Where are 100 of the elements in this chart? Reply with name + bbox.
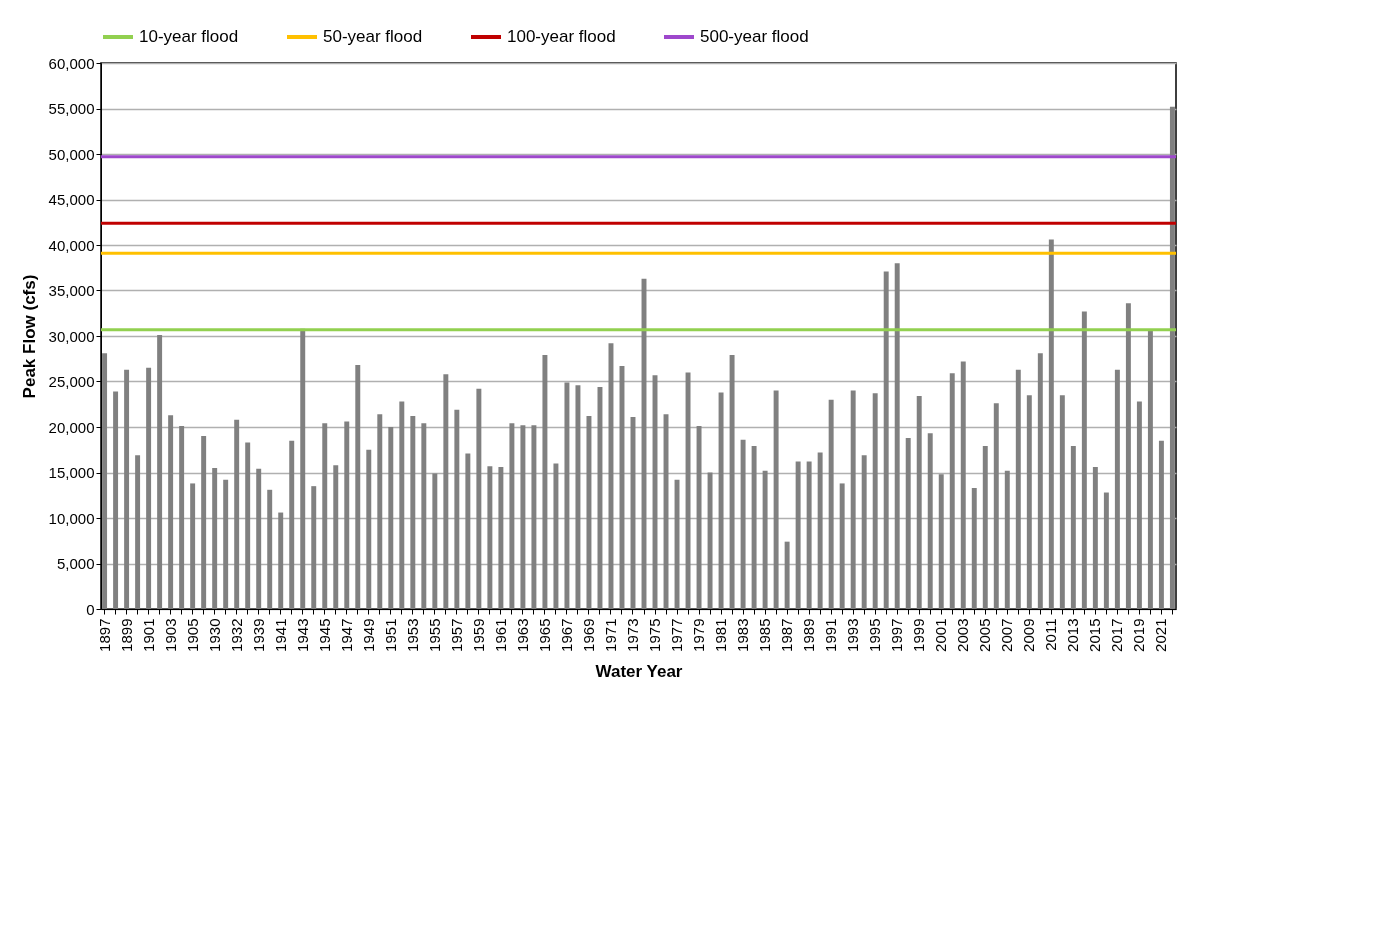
- bar: [993, 403, 999, 609]
- bar: [366, 449, 372, 609]
- bar: [421, 423, 427, 609]
- x-tick-label: 2009: [1020, 618, 1038, 652]
- y-tick-label: 25,000: [48, 373, 95, 390]
- bar: [586, 416, 592, 609]
- y-tick-label: 40,000: [48, 236, 95, 254]
- bar: [553, 463, 559, 609]
- bar: [905, 437, 911, 609]
- bar: [278, 512, 284, 609]
- x-tick-label: 1983: [734, 618, 752, 652]
- x-tick-label: 2013: [1064, 618, 1082, 652]
- bar: [234, 419, 240, 609]
- bar: [267, 489, 273, 609]
- y-tick-label: 10,000: [48, 509, 95, 527]
- bar: [883, 271, 889, 609]
- bar: [146, 367, 152, 609]
- x-tick-label: 1995: [866, 618, 884, 652]
- x-tick-label: 1953: [403, 618, 421, 652]
- x-tick-label: 1981: [712, 618, 730, 652]
- x-tick-label: 1963: [513, 618, 531, 652]
- bar: [113, 391, 119, 609]
- legend-label: 10-year flood: [139, 27, 239, 46]
- y-tick-label: 30,000: [48, 327, 95, 345]
- x-tick-label: 1947: [337, 618, 355, 652]
- bar: [982, 446, 988, 609]
- x-tick-label: 1943: [293, 618, 311, 652]
- bar: [894, 263, 900, 609]
- bar: [740, 439, 746, 609]
- x-tick-label: 1997: [888, 618, 906, 652]
- bar: [311, 486, 317, 609]
- bar: [300, 328, 306, 609]
- bar: [157, 335, 163, 609]
- bar: [729, 355, 735, 609]
- bar: [135, 455, 141, 609]
- x-tick-label: 1897: [95, 618, 113, 652]
- bar: [344, 421, 350, 609]
- x-tick-label: 2021: [1152, 618, 1170, 652]
- bar: [1015, 369, 1021, 609]
- bar: [861, 455, 867, 609]
- x-tick-label: 1991: [822, 618, 840, 652]
- y-tick-label: 20,000: [48, 418, 95, 436]
- bar: [256, 468, 262, 609]
- bar: [212, 467, 218, 609]
- bar: [542, 355, 548, 609]
- x-tick-label: 1979: [690, 618, 708, 652]
- x-tick-label: 1959: [469, 618, 487, 652]
- bar: [509, 423, 515, 609]
- legend-label: 50-year flood: [323, 27, 423, 46]
- bar: [333, 465, 339, 609]
- bar: [872, 393, 878, 609]
- bar: [1125, 303, 1131, 609]
- bar: [960, 361, 966, 609]
- x-tick-label: 1903: [161, 618, 179, 652]
- bar: [828, 399, 834, 609]
- bar: [454, 409, 460, 609]
- x-tick-label: 1975: [646, 618, 664, 652]
- x-tick-label: 2005: [976, 618, 994, 652]
- bar: [432, 473, 438, 609]
- bar: [1092, 467, 1098, 609]
- bar: [1169, 106, 1175, 609]
- x-tick-label: 1973: [624, 618, 641, 652]
- bar: [1103, 492, 1109, 609]
- bar: [1004, 470, 1010, 609]
- bar: [245, 442, 251, 609]
- bar: [487, 466, 493, 609]
- bar: [377, 414, 383, 609]
- bar: [168, 415, 174, 609]
- x-tick-label: 2001: [932, 618, 950, 652]
- bar: [784, 541, 790, 609]
- bar: [1037, 353, 1043, 609]
- bar: [575, 385, 581, 609]
- bar: [1136, 401, 1142, 609]
- legend-label: 100-year flood: [507, 27, 616, 46]
- bar: [498, 467, 504, 609]
- bar: [949, 373, 955, 609]
- x-tick-label: 1949: [359, 618, 377, 652]
- bar: [399, 401, 405, 609]
- x-tick-label: 1993: [844, 618, 862, 652]
- bar: [839, 483, 845, 609]
- y-tick-label: 55,000: [48, 100, 95, 117]
- y-tick-label: 50,000: [48, 145, 95, 163]
- x-tick-label: 1965: [535, 618, 553, 652]
- bar: [1070, 446, 1076, 609]
- bar: [773, 390, 779, 609]
- bar: [564, 382, 570, 609]
- bar: [443, 374, 449, 609]
- bar: [476, 388, 482, 609]
- x-tick-label: 1971: [601, 618, 619, 652]
- bar: [971, 487, 977, 609]
- bar: [707, 472, 713, 609]
- y-tick-label: 60,000: [48, 54, 95, 72]
- bar: [685, 372, 691, 609]
- bar: [223, 479, 229, 609]
- x-tick-label: 2017: [1108, 618, 1126, 652]
- bar: [751, 446, 757, 609]
- bar: [322, 423, 328, 609]
- x-tick-label: 1939: [249, 618, 267, 652]
- bar: [1158, 440, 1164, 609]
- bar: [718, 392, 724, 609]
